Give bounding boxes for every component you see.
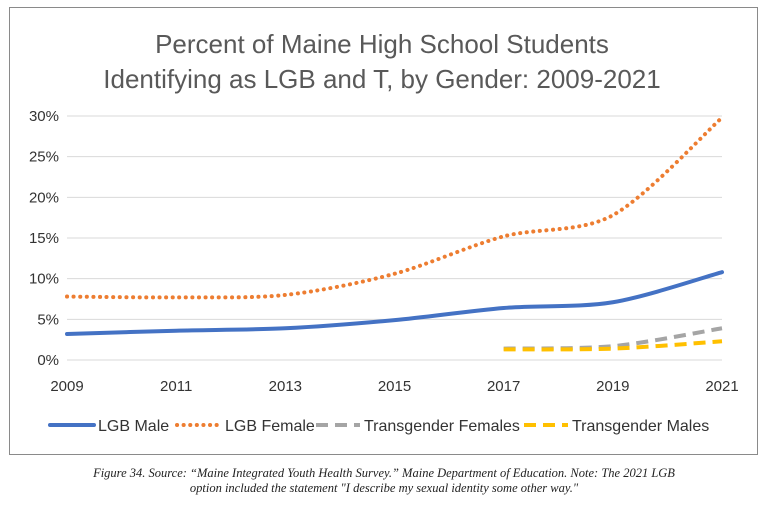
chart-title-line-2: Identifying as LGB and T, by Gender: 200…: [103, 64, 660, 94]
y-tick-label: 25%: [29, 149, 59, 166]
legend-label-lgb-female: LGB Female: [225, 418, 315, 435]
series-layer: [65, 115, 724, 352]
legend: LGB Male LGB Female Transgender Females Tra…: [48, 418, 709, 435]
x-axis-ticks: 2009 2011 2013 2015 2017 2019 2021: [50, 378, 738, 395]
chart-title-line-1: Percent of Maine High School Students: [155, 29, 609, 59]
lgb-female-line: [65, 115, 724, 300]
caption-line-1: Figure 34. Source: “Maine Integrated You…: [93, 466, 675, 480]
x-tick-label: 2021: [705, 378, 738, 395]
lgb-male-line: [65, 270, 724, 336]
y-tick-label: 10%: [29, 271, 59, 288]
legend-label-transgender-females: Transgender Females: [364, 418, 520, 435]
legend-label-lgb-male: LGB Male: [98, 418, 169, 435]
transgender-males-line: [503, 339, 723, 352]
x-tick-label: 2013: [269, 378, 302, 395]
legend-label-transgender-males: Transgender Males: [572, 418, 709, 435]
y-axis-ticks: 0% 5% 10% 15% 20% 25% 30%: [29, 108, 59, 369]
x-tick-label: 2015: [378, 378, 411, 395]
chart-frame: Percent of Maine High School Students Id…: [9, 7, 758, 455]
x-tick-label: 2011: [160, 378, 192, 395]
y-tick-label: 30%: [29, 108, 59, 125]
x-tick-label: 2019: [596, 378, 629, 395]
y-tick-label: 20%: [29, 189, 59, 206]
figure-caption: Figure 34. Source: “Maine Integrated You…: [20, 466, 748, 496]
chart-svg: Percent of Maine High School Students Id…: [29, 29, 739, 435]
y-tick-label: 5%: [37, 311, 59, 328]
y-tick-label: 15%: [29, 230, 59, 247]
y-tick-label: 0%: [37, 352, 59, 369]
grid-layer: [67, 115, 722, 361]
caption-line-2: option included the statement "I describ…: [189, 481, 579, 495]
x-tick-label: 2009: [50, 378, 83, 395]
transgender-females-line: [503, 326, 723, 351]
x-tick-label: 2017: [487, 378, 520, 395]
